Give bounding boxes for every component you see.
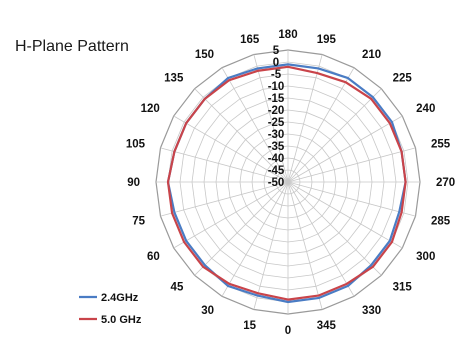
grid-spoke bbox=[253, 54, 289, 183]
grid-spoke bbox=[194, 88, 289, 183]
grid-spoke bbox=[287, 181, 416, 217]
radial-tick-label: -40 bbox=[268, 153, 285, 165]
angle-label: 255 bbox=[431, 139, 451, 151]
angle-label: 315 bbox=[393, 282, 413, 294]
grid-spoke bbox=[287, 115, 403, 183]
angle-label: 75 bbox=[132, 215, 145, 227]
angle-label: 225 bbox=[393, 72, 413, 84]
legend-label: 5.0 GHz bbox=[101, 314, 142, 326]
angle-label: 135 bbox=[164, 72, 184, 84]
radial-tick-label: -50 bbox=[268, 177, 285, 189]
radial-tick-label: -15 bbox=[268, 93, 285, 105]
radial-tick-labels: 50-5-10-15-20-25-30-35-40-45-50 bbox=[268, 45, 285, 189]
series-line-b bbox=[166, 65, 407, 301]
grid-spoke bbox=[287, 181, 382, 276]
angle-label: 240 bbox=[416, 103, 435, 115]
legend: 2.4GHz 5.0 GHz bbox=[79, 292, 142, 326]
angle-label: 210 bbox=[362, 49, 381, 61]
grid-spoke bbox=[287, 147, 416, 183]
grid-spoke bbox=[287, 88, 382, 183]
angle-label: 345 bbox=[317, 320, 337, 332]
grid-spoke bbox=[253, 181, 289, 310]
grid-spoke bbox=[160, 181, 289, 217]
angle-label: 165 bbox=[240, 34, 260, 46]
angle-label: 285 bbox=[431, 215, 451, 227]
grid-spoke bbox=[287, 67, 355, 183]
radial-tick-label: -25 bbox=[268, 117, 285, 129]
angle-label: 195 bbox=[317, 34, 337, 46]
radial-tick-label: -30 bbox=[268, 129, 285, 141]
polar-grid bbox=[155, 49, 421, 315]
grid-spoke bbox=[287, 181, 323, 310]
angle-labels: 180 1952102252402552702853003153303450153… bbox=[126, 29, 455, 337]
angle-label: 300 bbox=[416, 251, 435, 263]
angle-label: 60 bbox=[147, 251, 160, 263]
grid-spoke bbox=[160, 147, 289, 183]
grid-spoke bbox=[287, 181, 355, 297]
radial-tick-label: 5 bbox=[273, 45, 280, 57]
legend-label: 2.4GHz bbox=[101, 292, 139, 304]
angle-label: 30 bbox=[201, 305, 214, 317]
grid-spoke bbox=[287, 181, 403, 249]
radial-tick-label: -35 bbox=[268, 141, 285, 153]
angle-label: 0 bbox=[285, 325, 291, 337]
angle-label: 45 bbox=[171, 282, 184, 294]
polar-series bbox=[166, 63, 407, 304]
radial-tick-label: -20 bbox=[268, 105, 285, 117]
grid-spoke bbox=[194, 181, 289, 276]
angle-label: 15 bbox=[243, 320, 256, 332]
radial-tick-label: -10 bbox=[268, 81, 285, 93]
angle-label: 330 bbox=[362, 305, 381, 317]
angle-label: 180 bbox=[278, 29, 297, 41]
chart-title: H-Plane Pattern bbox=[15, 38, 129, 55]
series-line-a bbox=[166, 63, 407, 304]
grid-spoke bbox=[287, 54, 323, 183]
angle-label: 105 bbox=[126, 139, 146, 151]
angle-label: 120 bbox=[141, 103, 160, 115]
angle-label: 150 bbox=[195, 49, 214, 61]
grid-spoke bbox=[173, 115, 289, 183]
grid-spoke bbox=[173, 181, 289, 249]
grid-spoke bbox=[221, 181, 289, 297]
radial-tick-label: -45 bbox=[268, 165, 285, 177]
radial-tick-label: -5 bbox=[271, 69, 282, 81]
angle-label: 270 bbox=[436, 177, 455, 189]
grid-spoke bbox=[221, 67, 289, 183]
angle-label: 90 bbox=[127, 177, 140, 189]
radial-tick-label: 0 bbox=[273, 57, 279, 69]
